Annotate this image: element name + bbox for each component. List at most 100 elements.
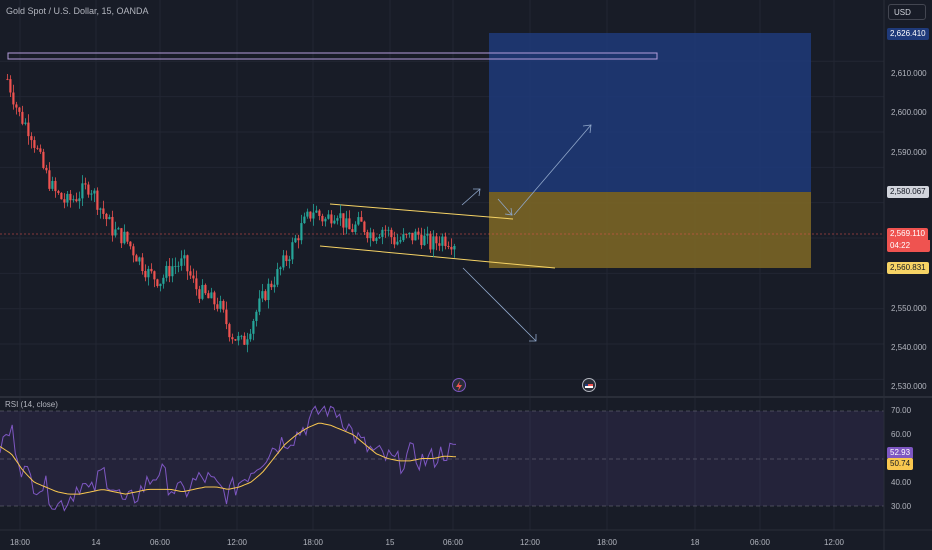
candle-body: [15, 104, 18, 108]
candle-body: [12, 92, 15, 105]
candle-body: [207, 293, 210, 299]
candle-body: [414, 231, 417, 241]
candle-body: [261, 291, 264, 299]
candle-body: [315, 210, 318, 213]
candle-body: [111, 216, 114, 236]
candle-body: [357, 217, 360, 225]
candle-body: [225, 309, 228, 325]
candle-body: [426, 233, 429, 236]
candle-body: [441, 236, 444, 246]
candle-body: [216, 304, 219, 309]
candle-body: [195, 278, 198, 290]
candle-body: [90, 193, 93, 195]
candle-body: [255, 311, 258, 321]
candle-body: [324, 218, 327, 222]
candle-body: [117, 228, 120, 230]
candle-body: [366, 232, 369, 239]
candle-body: [318, 210, 321, 216]
candle-body: [402, 234, 405, 241]
candle-body: [276, 269, 279, 285]
candle-body: [429, 233, 432, 250]
candle-body: [120, 228, 123, 244]
candle-body: [165, 265, 168, 278]
arrow-down-breakdown: [462, 267, 537, 342]
time-label: 12:00: [226, 538, 248, 547]
candle-body: [438, 243, 441, 246]
candle-body: [333, 220, 336, 224]
candle-body: [66, 193, 69, 203]
candle-body: [372, 232, 375, 241]
candle-body: [39, 148, 42, 152]
candle-body: [108, 216, 111, 220]
candle-body: [132, 246, 135, 256]
candle-body: [444, 236, 447, 247]
price-tick: 2,590.000: [891, 148, 927, 157]
time-label: 06:00: [442, 538, 464, 547]
candle-body: [135, 255, 138, 262]
candle-body: [114, 229, 117, 236]
candle-body: [147, 268, 150, 278]
lightning-icon[interactable]: [452, 378, 466, 392]
candle-body: [411, 232, 414, 241]
candle-body: [57, 191, 60, 193]
candle-body: [63, 199, 66, 203]
candle-body: [219, 300, 222, 309]
candle-body: [327, 214, 330, 219]
candle-countdown: 04:22: [887, 240, 930, 252]
time-label: 18: [690, 538, 700, 547]
candle-body: [72, 199, 75, 201]
channel-upper-line[interactable]: [329, 203, 514, 220]
candle-body: [243, 335, 246, 345]
target-zone[interactable]: [489, 33, 811, 192]
candle-body: [450, 246, 453, 250]
channel-lower-line[interactable]: [319, 245, 556, 269]
candle-body: [138, 257, 141, 262]
candle-body: [282, 255, 285, 268]
candle-body: [285, 255, 288, 262]
candle-body: [294, 238, 297, 243]
current-price-tag: 2,569.110: [887, 228, 928, 240]
rsi-title[interactable]: RSI (14, close): [5, 400, 58, 409]
candle-body: [24, 122, 27, 124]
arrow-up-small: [461, 188, 481, 206]
price-tick: 2,600.000: [891, 108, 927, 117]
entry-price-tag: 2,580.067: [887, 186, 929, 198]
candle-body: [99, 208, 102, 210]
candle-body: [363, 221, 366, 233]
candle-body: [348, 218, 351, 230]
candle-body: [186, 255, 189, 272]
rsi-tick: 70.00: [891, 406, 912, 415]
candle-body: [210, 292, 213, 299]
candle-body: [96, 190, 99, 210]
candle-body: [102, 208, 105, 214]
candle-body: [18, 107, 21, 112]
candle-body: [81, 183, 84, 199]
candle-body: [168, 265, 171, 277]
candle-body: [201, 284, 204, 299]
candle-body: [330, 214, 333, 224]
candle-body: [156, 279, 159, 287]
price-tick: 2,610.000: [891, 69, 927, 78]
candle-body: [198, 289, 201, 299]
candle-body: [69, 193, 72, 201]
symbol-title[interactable]: Gold Spot / U.S. Dollar, 15, OANDA: [6, 6, 149, 16]
candle-body: [420, 234, 423, 246]
resistance-rectangle[interactable]: [7, 52, 658, 60]
candle-body: [270, 283, 273, 288]
candle-body: [231, 337, 234, 340]
candle-body: [393, 237, 396, 245]
currency-button[interactable]: USD: [888, 4, 926, 20]
candle-body: [87, 184, 90, 195]
candle-body: [345, 218, 348, 228]
candle-body: [447, 246, 450, 247]
stop-zone[interactable]: [489, 192, 811, 268]
time-label: 06:00: [149, 538, 171, 547]
candle-body: [267, 283, 270, 301]
candle-body: [144, 271, 147, 278]
candle-body: [432, 236, 435, 250]
candle-body: [162, 277, 165, 284]
us-flag-icon[interactable]: [582, 378, 596, 392]
candle-body: [423, 235, 426, 246]
time-label: 14: [91, 538, 101, 547]
